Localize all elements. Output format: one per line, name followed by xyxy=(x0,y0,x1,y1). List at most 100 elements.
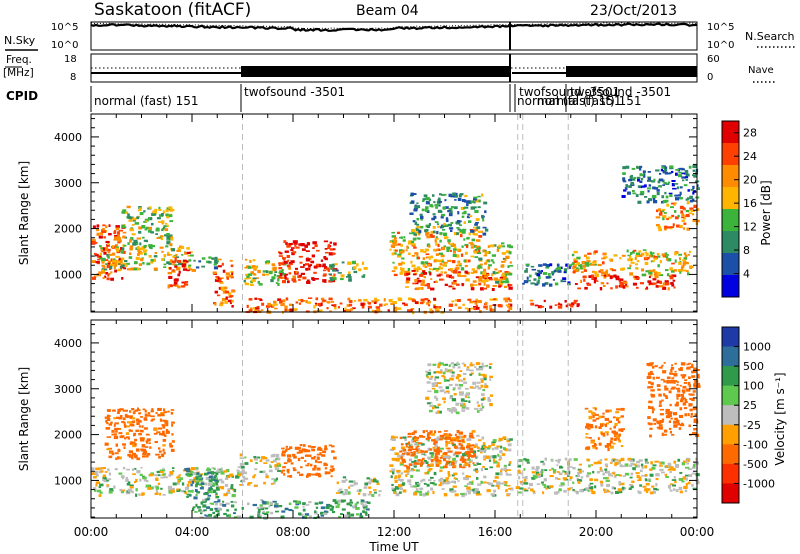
data-cell xyxy=(295,502,300,506)
data-cell xyxy=(438,267,443,270)
data-cell xyxy=(679,167,684,170)
data-cell xyxy=(621,486,625,490)
data-cell xyxy=(250,283,254,286)
data-cell xyxy=(393,273,398,277)
data-cell xyxy=(420,215,424,220)
data-cell xyxy=(594,478,599,482)
data-cell xyxy=(592,446,597,449)
data-cell xyxy=(687,413,690,417)
data-cell xyxy=(115,248,120,252)
data-cell xyxy=(404,438,407,441)
colorbar-swatch xyxy=(722,444,739,465)
data-cell xyxy=(425,430,428,432)
data-cell xyxy=(552,469,557,472)
data-cell xyxy=(647,280,652,283)
data-cell xyxy=(449,488,454,492)
data-cell xyxy=(252,503,257,507)
data-cell xyxy=(427,464,430,467)
data-cell xyxy=(592,270,596,273)
data-cell xyxy=(525,268,528,270)
data-cell xyxy=(262,470,266,474)
data-cell xyxy=(429,409,433,413)
data-cell xyxy=(645,252,649,256)
data-cell xyxy=(683,407,688,410)
data-cell xyxy=(257,511,261,514)
data-cell xyxy=(325,506,330,510)
data-cell xyxy=(274,307,278,310)
data-cell xyxy=(322,279,327,283)
data-cell xyxy=(584,286,588,290)
data-cell xyxy=(665,415,670,419)
data-cell xyxy=(220,467,223,471)
data-cell xyxy=(519,487,524,490)
data-cell xyxy=(323,273,327,277)
data-cell xyxy=(681,172,686,175)
data-cell xyxy=(542,263,547,266)
data-cell xyxy=(630,174,633,177)
data-cell xyxy=(115,430,118,433)
data-cell xyxy=(401,453,405,457)
data-cell xyxy=(338,488,343,491)
data-cell xyxy=(565,478,569,481)
data-cell xyxy=(670,483,674,486)
data-cell xyxy=(459,442,463,446)
data-cell xyxy=(413,465,417,468)
data-cell xyxy=(269,501,274,505)
data-cell xyxy=(193,259,196,262)
data-cell xyxy=(583,278,586,282)
data-cell xyxy=(318,263,322,267)
data-cell xyxy=(135,488,138,492)
data-cell xyxy=(189,254,194,257)
data-cell xyxy=(448,433,451,437)
data-cell xyxy=(673,373,678,377)
data-cell xyxy=(481,279,486,283)
data-cell xyxy=(653,255,658,259)
data-cell xyxy=(679,257,681,261)
data-cell xyxy=(487,399,492,402)
data-cell xyxy=(452,453,455,456)
data-cell xyxy=(324,467,328,470)
data-cell xyxy=(215,486,219,490)
data-cell xyxy=(320,297,325,301)
data-cell xyxy=(647,187,652,190)
data-cell xyxy=(113,423,116,427)
data-cell xyxy=(683,184,688,187)
data-cell xyxy=(449,396,453,400)
data-cell xyxy=(344,307,347,311)
data-cell xyxy=(463,238,466,241)
data-cell xyxy=(437,243,440,248)
data-cell xyxy=(635,263,638,266)
data-cell xyxy=(582,264,587,268)
data-cell xyxy=(102,467,106,470)
data-cell xyxy=(508,303,513,307)
data-cell xyxy=(590,464,593,466)
data-cell xyxy=(244,456,247,459)
data-cell xyxy=(463,207,466,210)
cpid-segment: normal (fast) 151 xyxy=(537,94,641,108)
data-cell xyxy=(293,241,298,245)
data-cell xyxy=(125,478,129,482)
data-cell xyxy=(416,448,419,452)
data-cell xyxy=(662,171,666,174)
data-cell xyxy=(467,458,471,461)
data-cell xyxy=(265,475,269,479)
data-cell xyxy=(131,417,136,420)
data-cell xyxy=(324,471,327,475)
data-cell xyxy=(165,430,170,434)
data-cell xyxy=(606,483,610,488)
data-cell xyxy=(169,442,172,446)
data-cell xyxy=(142,448,147,452)
data-cell xyxy=(685,460,689,462)
data-cell xyxy=(549,276,552,279)
data-cell xyxy=(102,265,106,269)
data-cell xyxy=(678,253,683,256)
data-cell xyxy=(642,485,647,488)
data-cell xyxy=(682,227,685,230)
data-cell xyxy=(413,435,417,439)
data-cell xyxy=(132,411,136,415)
data-cell xyxy=(656,189,660,192)
data-cell xyxy=(413,462,418,465)
data-cell xyxy=(435,280,438,283)
data-cell xyxy=(396,231,401,234)
data-cell xyxy=(372,479,377,483)
